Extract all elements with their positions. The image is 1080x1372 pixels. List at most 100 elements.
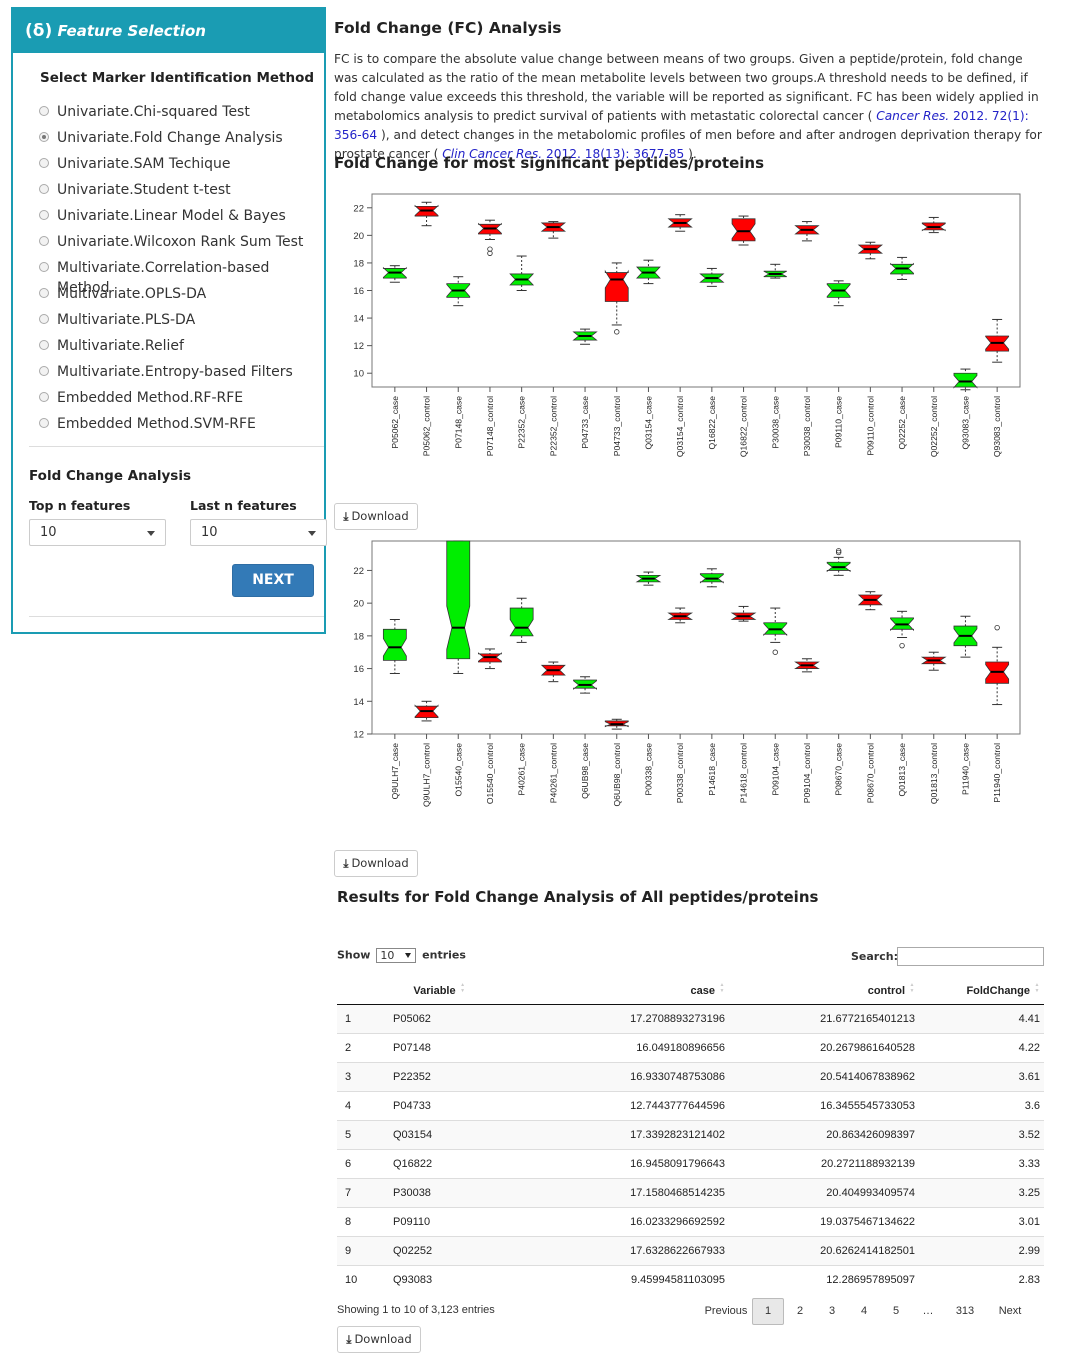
download-top-plot-button[interactable]: ⤓ Download	[334, 503, 418, 530]
pager-page[interactable]: 2	[796, 1305, 804, 1317]
radio-button[interactable]	[39, 366, 49, 376]
method-option-label: Multivariate.PLS-DA	[57, 312, 196, 328]
caret-down-icon	[308, 531, 316, 536]
x-tick-label: P30038_case	[770, 396, 780, 449]
method-option[interactable]: Multivariate.PLS-DA	[39, 310, 324, 336]
search-label: Search:	[851, 950, 898, 963]
column-header[interactable]: FoldChange ▲▼	[919, 975, 1044, 1005]
y-tick-label: 16	[353, 664, 364, 675]
x-tick-label: Q9ULH7_control	[422, 743, 432, 807]
table-heading: Results for Fold Change Analysis of All …	[337, 888, 819, 906]
method-option[interactable]: Embedded Method.RF-RFE	[39, 388, 324, 414]
box-body	[604, 269, 629, 302]
table-cell: 3	[337, 1061, 379, 1091]
search-input[interactable]	[897, 947, 1044, 966]
pager-previous[interactable]: Previous	[704, 1305, 748, 1317]
pager-page[interactable]: 3	[828, 1305, 836, 1317]
panel-divider	[29, 446, 324, 447]
pager-page[interactable]: 1	[752, 1298, 784, 1325]
top-n-select[interactable]: 10	[29, 519, 166, 546]
radio-button[interactable]	[39, 106, 49, 116]
citation-2-link[interactable]: Clin Cancer Res.	[442, 147, 543, 161]
page-length-select[interactable]: 10	[376, 948, 417, 963]
method-option[interactable]: Multivariate.Relief	[39, 336, 324, 362]
method-option-label: Multivariate.Entropy-based Filters	[57, 364, 293, 380]
method-section-title: Select Marker Identification Method	[40, 70, 315, 86]
download-bottom-plot-button[interactable]: ⤓ Download	[334, 850, 418, 877]
column-header[interactable]: Variable ▲▼	[379, 975, 499, 1005]
method-option-label: Univariate.Linear Model & Bayes	[57, 208, 286, 224]
radio-button[interactable]	[39, 340, 49, 350]
x-tick-label: P11940_case	[960, 743, 970, 795]
table-cell: Q16822	[379, 1148, 499, 1178]
table-cell: 16.3455545733053	[729, 1090, 919, 1120]
table-cell: P04733	[379, 1090, 499, 1120]
radio-button[interactable]	[39, 210, 49, 220]
box-body	[382, 628, 407, 661]
table-row[interactable]: 9 Q02252 17.6328622667933 20.6262414182501 2…	[337, 1235, 1044, 1265]
method-option[interactable]: Embedded Method.SVM-RFE	[39, 414, 324, 440]
box-Q9ULH7_case	[382, 619, 407, 674]
citation-1-link[interactable]: Cancer Res.	[876, 109, 950, 123]
method-option[interactable]: Multivariate.OPLS-DA	[39, 284, 324, 310]
method-option[interactable]: Univariate.Student t-test	[39, 180, 324, 206]
sort-icon[interactable]: ▲▼	[459, 981, 466, 994]
box-O15540_control	[478, 648, 502, 670]
table-row[interactable]: 2 P07148 16.049180896656 20.2679861640528 4.…	[337, 1032, 1044, 1062]
x-tick-label: Q01813_case	[897, 743, 907, 797]
last-n-select[interactable]: 10	[190, 519, 327, 546]
column-header[interactable]: case ▲▼	[499, 975, 729, 1005]
x-tick-label: Q16822_control	[739, 396, 749, 457]
method-option[interactable]: Univariate.SAM Techique	[39, 154, 324, 180]
method-option[interactable]: Univariate.Chi-squared Test	[39, 102, 324, 128]
column-header[interactable]	[337, 975, 379, 1005]
radio-button[interactable]	[39, 158, 49, 168]
citation-2-detail[interactable]: 2012. 18(13): 3677-85	[542, 147, 685, 161]
table-row[interactable]: 8 P09110 16.0233296692592 19.0375467134622 3…	[337, 1206, 1044, 1236]
radio-button[interactable]	[39, 262, 49, 272]
radio-button[interactable]	[39, 236, 49, 246]
radio-button[interactable]	[39, 132, 49, 142]
citation-1-detail[interactable]: 2012. 72(1): 356-64	[334, 109, 1029, 142]
method-option[interactable]: Univariate.Fold Change Analysis	[39, 128, 324, 154]
radio-button[interactable]	[39, 184, 49, 194]
table-cell: 9.45994581103095	[499, 1264, 729, 1294]
sort-icon[interactable]: ▲▼	[719, 981, 725, 994]
radio-button[interactable]	[39, 314, 49, 324]
table-row[interactable]: 7 P30038 17.1580468514235 20.404993409574 3.…	[337, 1177, 1044, 1207]
table-row[interactable]: 6 Q16822 16.9458091796643 20.2721188932139 3…	[337, 1148, 1044, 1178]
caret-down-icon	[147, 531, 155, 536]
pager-next[interactable]: Next	[998, 1305, 1022, 1317]
column-header[interactable]: control ▲▼	[729, 975, 919, 1005]
table-row[interactable]: 5 Q03154 17.3392823121402 20.863426098397 3.…	[337, 1119, 1044, 1149]
table-cell: 10	[337, 1264, 379, 1294]
method-option[interactable]: Univariate.Linear Model & Bayes	[39, 206, 324, 232]
table-row[interactable]: 10 Q93083 9.45994581103095 12.286957895097 2…	[337, 1264, 1044, 1294]
download-label: Download	[351, 856, 409, 870]
box-body	[731, 218, 756, 242]
next-button[interactable]: NEXT	[232, 564, 314, 597]
method-option[interactable]: Multivariate.Correlation-based Method	[39, 258, 324, 296]
method-radio-group: Univariate.Chi-squared Test Univariate.Fo…	[39, 102, 324, 440]
radio-button[interactable]	[39, 392, 49, 402]
table-row[interactable]: 1 P05062 17.2708893273196 21.6772165401213 4…	[337, 1004, 1044, 1033]
pager-page[interactable]: 313	[955, 1305, 975, 1317]
x-tick-label: P00338_control	[675, 743, 685, 803]
x-tick-label: P04733_control	[612, 396, 622, 456]
sort-icon[interactable]: ▲▼	[1034, 981, 1040, 994]
method-option[interactable]: Univariate.Wilcoxon Rank Sum Test	[39, 232, 324, 258]
box-P22352_case	[509, 255, 535, 291]
table-row[interactable]: 3 P22352 16.9330748753086 20.5414067838962 3…	[337, 1061, 1044, 1091]
method-option[interactable]: Multivariate.Entropy-based Filters	[39, 362, 324, 388]
pager-page[interactable]: 5	[892, 1305, 900, 1317]
box-P40261_case	[509, 597, 534, 643]
radio-button[interactable]	[39, 418, 49, 428]
pager-page[interactable]: 4	[860, 1305, 868, 1317]
sort-icon[interactable]: ▲▼	[909, 981, 915, 994]
table-row[interactable]: 4 P04733 12.7443777644596 16.3455545733053 3…	[337, 1090, 1044, 1120]
download-table-button[interactable]: ⤓ Download	[337, 1326, 421, 1353]
method-option-label: Univariate.Student t-test	[57, 182, 231, 198]
box-body	[953, 372, 978, 389]
radio-button[interactable]	[39, 288, 49, 298]
table-cell: 12.7443777644596	[499, 1090, 729, 1120]
